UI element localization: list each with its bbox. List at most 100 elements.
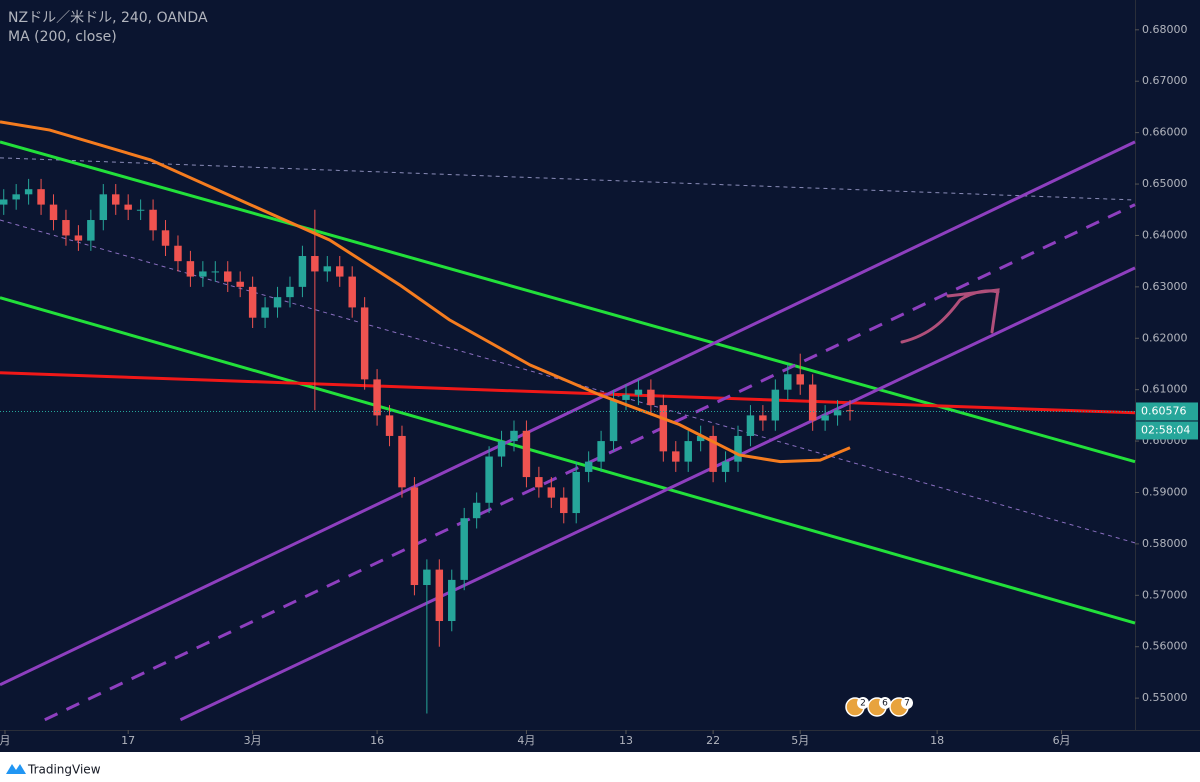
candle-body <box>696 435 705 442</box>
y-tick-label: 0.59000 <box>1142 485 1188 498</box>
candle-body <box>784 374 792 390</box>
x-tick-label: 月 <box>0 734 10 747</box>
candle-body <box>161 230 170 246</box>
candle-body <box>647 389 655 406</box>
arrow-drawing <box>900 288 1000 344</box>
candle-body <box>286 286 294 298</box>
last-price-label: 0.60576 <box>1141 404 1187 417</box>
candle-body <box>448 579 456 622</box>
y-tick-label: 0.62000 <box>1142 331 1188 344</box>
x-tick-label: 16 <box>370 734 384 747</box>
candle-body <box>672 451 680 462</box>
x-tick-label: 17 <box>121 734 135 747</box>
candle-body <box>0 199 8 205</box>
event-count-badge <box>901 697 913 709</box>
candle-body <box>609 399 618 442</box>
trend-line <box>0 371 1136 415</box>
candle-body <box>398 435 406 488</box>
candle-body <box>734 435 742 462</box>
plot-area <box>0 120 1136 722</box>
candle-body <box>846 410 854 412</box>
indicator-legend: MA (200, close) <box>8 29 117 45</box>
y-tick-label: 0.64000 <box>1142 228 1188 241</box>
candle-body <box>808 384 817 421</box>
candle-body <box>497 441 506 457</box>
candle-body <box>273 297 282 308</box>
candle-body <box>360 307 369 380</box>
candle-body <box>323 266 332 272</box>
candle-body <box>547 487 556 498</box>
candle-body <box>759 415 767 421</box>
candle-body <box>199 271 207 277</box>
trend-line <box>0 157 1136 201</box>
x-tick-label: 3月 <box>244 734 262 747</box>
y-tick-label: 0.61000 <box>1142 383 1188 396</box>
y-tick-label: 0.58000 <box>1142 537 1188 550</box>
candle-body <box>771 389 780 421</box>
candle-body <box>821 415 829 421</box>
candle-body <box>311 256 319 272</box>
footer <box>0 752 1200 782</box>
y-tick-label: 0.68000 <box>1142 23 1188 36</box>
candle-body <box>336 266 344 277</box>
x-tick-label: 5月 <box>791 734 809 747</box>
candle-body <box>535 477 543 488</box>
candle-body <box>410 487 419 586</box>
y-tick-label: 0.65000 <box>1142 177 1188 190</box>
candle-body <box>124 204 132 210</box>
candle-body <box>211 271 220 273</box>
event-count-badge <box>879 697 891 709</box>
candle-body <box>87 220 95 241</box>
candle-body <box>510 430 518 442</box>
x-tick-label: 22 <box>706 734 720 747</box>
candle-body <box>248 286 257 318</box>
candle-body <box>112 194 120 205</box>
candle-body <box>348 276 356 308</box>
candle-body <box>298 256 307 287</box>
chart-title: NZドル／米ドル, 240, OANDA <box>8 10 208 26</box>
candle-body <box>560 497 568 514</box>
y-tick-label: 0.67000 <box>1142 74 1188 87</box>
candle-body <box>684 441 692 462</box>
event-count: 2 <box>860 699 866 709</box>
trend-line <box>179 266 1136 722</box>
candle-body <box>597 441 605 462</box>
candle-body <box>522 430 531 478</box>
trend-line <box>0 140 1136 464</box>
trend-line <box>0 296 1136 625</box>
candle-body <box>12 194 20 200</box>
candle-body <box>709 435 717 472</box>
x-tick-label: 4月 <box>517 734 535 747</box>
candle-body <box>833 410 842 416</box>
candle-body <box>99 194 108 221</box>
event-count: 6 <box>882 699 888 709</box>
y-tick-label: 0.66000 <box>1142 126 1188 139</box>
candle-body <box>74 235 83 241</box>
candle-body <box>423 569 431 586</box>
x-tick-label: 6月 <box>1053 734 1071 747</box>
x-tick-label: 18 <box>930 734 944 747</box>
candle-body <box>435 569 444 622</box>
candle-body <box>659 405 668 452</box>
last-price-box <box>1136 402 1198 421</box>
event-count-badge <box>857 697 869 709</box>
candle-body <box>634 389 643 395</box>
candle-body <box>49 204 58 221</box>
brand-name[interactable]: TradingView <box>27 763 101 777</box>
candle-body <box>24 189 33 195</box>
candle-body <box>572 471 580 514</box>
candle-body <box>149 209 157 231</box>
y-tick-label: 0.57000 <box>1142 588 1188 601</box>
candle-body <box>136 209 145 211</box>
candle-body <box>584 461 593 472</box>
moving-average <box>0 120 851 464</box>
countdown-label: 02:58:04 <box>1141 423 1190 436</box>
candle-body <box>174 245 182 262</box>
candle-body <box>373 379 381 416</box>
candle-body <box>796 374 804 385</box>
candle-body <box>746 415 755 436</box>
candle-body <box>721 461 730 472</box>
